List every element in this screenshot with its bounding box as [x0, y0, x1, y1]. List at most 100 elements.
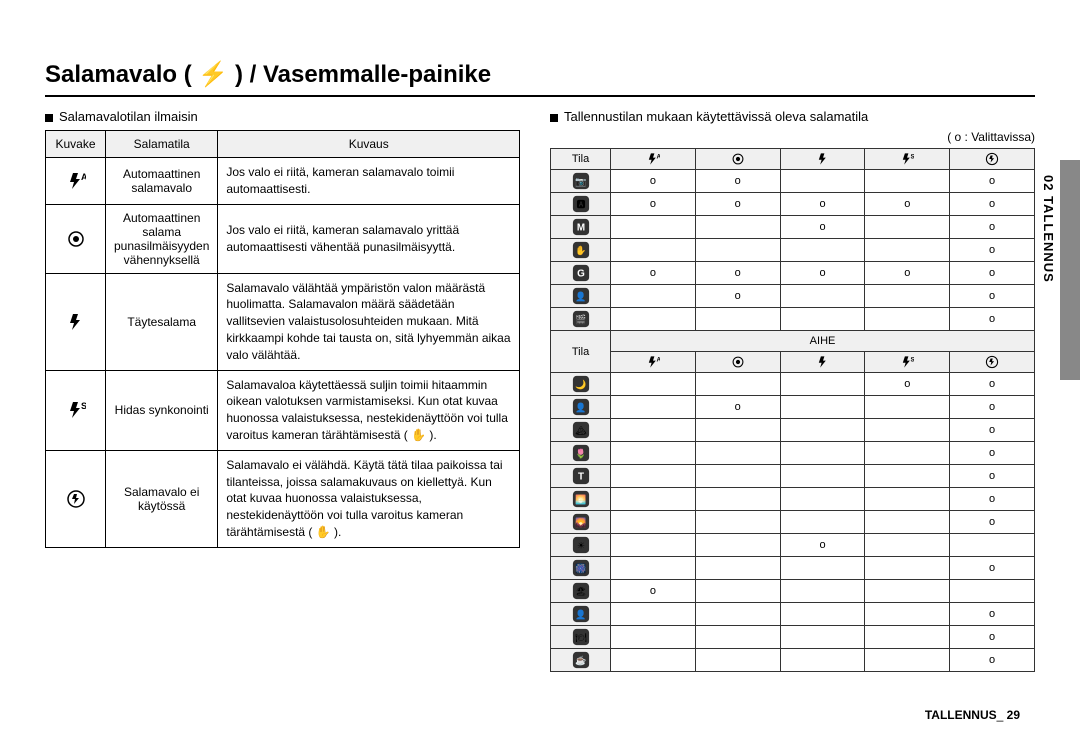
mode-auto-icon: 🅰 [572, 195, 590, 213]
avail-cell: o [780, 216, 865, 239]
avail-cell [695, 442, 780, 465]
mode-closeup-icon: 🌷 [572, 444, 590, 462]
table-row: 🅰ooooo [551, 193, 1035, 216]
table-row: 🌷o [551, 442, 1035, 465]
avail-cell [950, 534, 1035, 557]
avail-cell [865, 216, 950, 239]
flash-slow-icon [900, 152, 914, 166]
avail-cell: o [695, 285, 780, 308]
red-eye-icon [731, 152, 745, 166]
mode-dawn-icon: 🌄 [572, 513, 590, 531]
avail-cell [695, 557, 780, 580]
avail-cell [611, 285, 696, 308]
mode-name: Hidas synkonointi [106, 370, 218, 450]
svg-text:🎬: 🎬 [575, 314, 586, 325]
mode-desc: Salamavaloa käytettäessä suljin toimii h… [218, 370, 520, 450]
mode-name: Automaattinen salama punasilmäisyyden vä… [106, 204, 218, 273]
avail-cell [611, 373, 696, 396]
avail-cell [611, 534, 696, 557]
table-row: 🏖o [551, 580, 1035, 603]
svg-text:🅰: 🅰 [576, 200, 585, 210]
mode-desc: Salamavalo ei välähdä. Käytä tätä tilaa … [218, 450, 520, 547]
svg-text:☀: ☀ [577, 541, 585, 551]
avail-cell [780, 557, 865, 580]
avail-cell: o [695, 262, 780, 285]
svg-text:🌄: 🌄 [575, 517, 586, 528]
avail-cell [695, 580, 780, 603]
avail-cell [865, 465, 950, 488]
table-row: 🎬o [551, 308, 1035, 331]
avail-cell [780, 308, 865, 331]
tila-label: Tila [551, 331, 611, 373]
table-row: 🌅o [551, 488, 1035, 511]
avail-cell [611, 511, 696, 534]
avail-cell: o [950, 649, 1035, 672]
aihe-label: AIHE [611, 331, 1035, 352]
avail-cell [695, 603, 780, 626]
avail-cell: o [950, 419, 1035, 442]
avail-cell [865, 419, 950, 442]
col-head [695, 149, 780, 170]
avail-cell [865, 557, 950, 580]
mode-dis-icon: ✋ [572, 241, 590, 259]
avail-cell [865, 308, 950, 331]
col-head [611, 352, 696, 373]
mode-cafe-icon: ☕ [572, 651, 590, 669]
avail-cell [611, 216, 696, 239]
flash-off-icon [66, 489, 86, 509]
avail-cell: o [695, 193, 780, 216]
avail-cell [780, 603, 865, 626]
avail-cell [695, 216, 780, 239]
mode-firework-icon: 🎆 [572, 559, 590, 577]
mode-name: Salamavalo ei käytössä [106, 450, 218, 547]
avail-cell [611, 239, 696, 262]
mode-desc: Jos valo ei riitä, kameran salamavalo yr… [218, 204, 520, 273]
svg-text:G: G [577, 269, 585, 280]
table-row: 👤o [551, 603, 1035, 626]
avail-cell [611, 557, 696, 580]
avail-cell: o [950, 603, 1035, 626]
mode-text-icon: T [572, 467, 590, 485]
right-subhead: Tallennustilan mukaan käytettävissä olev… [550, 109, 1035, 124]
avail-cell [780, 488, 865, 511]
col-head [780, 352, 865, 373]
col-head [865, 352, 950, 373]
avail-cell [611, 488, 696, 511]
col-head [865, 149, 950, 170]
mode-portrait-b-icon: 👤 [572, 287, 590, 305]
svg-text:🏔: 🏔 [575, 426, 587, 436]
red-eye-icon [66, 229, 86, 249]
flash-slow-icon [66, 400, 86, 420]
svg-text:👤: 👤 [575, 609, 586, 620]
mode-beach-icon: 🏖 [572, 582, 590, 600]
table-row: ✋o [551, 239, 1035, 262]
table-row: Hidas synkonointi Salamavaloa käytettäes… [46, 370, 520, 450]
avail-cell [865, 580, 950, 603]
mode-landscape-icon: 🏔 [572, 421, 590, 439]
avail-cell [780, 419, 865, 442]
mode-name: Automaattinen salamavalo [106, 158, 218, 205]
avail-cell: o [865, 262, 950, 285]
col-head [780, 149, 865, 170]
avail-cell [695, 239, 780, 262]
avail-cell [865, 170, 950, 193]
avail-cell [865, 488, 950, 511]
svg-text:☕: ☕ [575, 655, 586, 666]
avail-cell: o [950, 442, 1035, 465]
svg-text:🏖: 🏖 [575, 587, 586, 597]
avail-cell: o [695, 396, 780, 419]
table-row: 🌄o [551, 511, 1035, 534]
mode-night-icon: 🌙 [572, 375, 590, 393]
table-row: 📷ooo [551, 170, 1035, 193]
avail-cell [865, 442, 950, 465]
flash-slow-icon [900, 355, 914, 369]
svg-text:📷: 📷 [575, 177, 586, 187]
mode-desc: Salamavalo välähtää ympäristön valon mää… [218, 273, 520, 370]
avail-cell: o [865, 193, 950, 216]
avail-cell [865, 239, 950, 262]
avail-cell: o [950, 626, 1035, 649]
table-row: ☕o [551, 649, 1035, 672]
avail-cell: o [950, 511, 1035, 534]
avail-cell [865, 511, 950, 534]
avail-cell [865, 626, 950, 649]
